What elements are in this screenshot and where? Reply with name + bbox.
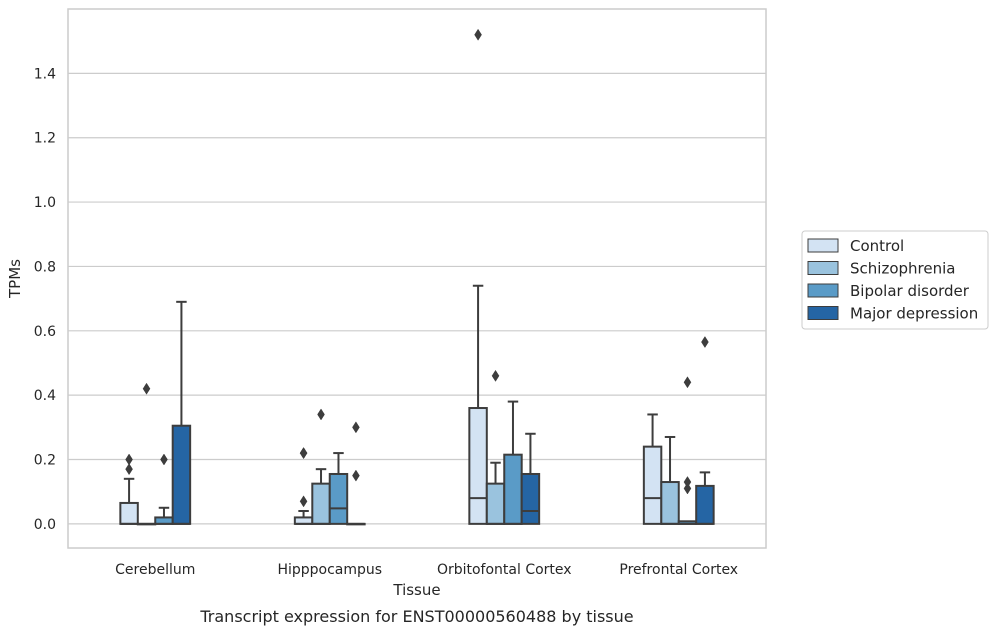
y-tick-label: 0.4 (34, 388, 56, 404)
y-tick-label: 1.0 (34, 195, 56, 211)
box-plot-item (520, 432, 541, 525)
box-plot-item (154, 453, 174, 525)
x-axis-ticks: Cerebellum Hipppocampus Orbitofontal Corte… (115, 562, 738, 578)
x-tick-label: Orbitofontal Cortex (437, 562, 572, 578)
box (468, 407, 488, 525)
box (311, 482, 331, 525)
legend-label: Control (850, 237, 904, 255)
outlier-marker (701, 336, 709, 349)
box-plot-item (346, 421, 366, 526)
outlier-marker (142, 382, 151, 395)
box (642, 445, 663, 525)
legend-frame (801, 230, 989, 330)
y-axis-label: TPMs (6, 259, 24, 299)
outlier-marker (160, 453, 168, 466)
box-plot-item (468, 28, 488, 525)
y-tick-label: 0.2 (34, 453, 56, 469)
legend-swatch (807, 306, 839, 320)
outlier-marker (474, 28, 482, 41)
outlier-marker (299, 447, 308, 460)
y-tick-label: 1.4 (34, 66, 56, 82)
box-plot-item (311, 408, 331, 525)
y-axis-ticks: 0.0 0.2 0.4 0.6 0.8 1.0 1.2 1.4 (34, 66, 56, 533)
y-tick-label: 0.0 (34, 517, 56, 533)
x-tick-label: Cerebellum (115, 562, 195, 578)
x-tick-label: Prefrontal Cortex (619, 562, 738, 578)
box (520, 472, 541, 525)
x-tick-label: Hipppocampus (277, 562, 382, 578)
box (328, 472, 349, 525)
box (660, 481, 680, 525)
box-plot-item (136, 382, 157, 526)
legend-label: Bipolar disorder (850, 282, 970, 300)
legend: Control Schizophrenia Bipolar disorder Majo… (801, 230, 989, 330)
box (695, 484, 715, 525)
y-tick-label: 0.6 (34, 324, 56, 340)
box (485, 482, 506, 525)
box-plot-item (503, 400, 523, 525)
outlier-marker (683, 376, 692, 389)
box-plot-item (119, 453, 139, 525)
outlier-marker (491, 369, 500, 382)
outlier-marker (352, 469, 360, 482)
legend-swatch (807, 283, 839, 298)
box-plot-item (642, 413, 663, 525)
box-plot-item (695, 336, 715, 525)
outlier-marker (352, 421, 360, 434)
y-tick-label: 1.2 (34, 131, 56, 147)
box-plot-area (119, 28, 715, 526)
outlier-marker (683, 482, 692, 495)
x-axis-label: Tissue (392, 581, 440, 599)
box (171, 424, 192, 525)
box (503, 453, 523, 525)
outlier-marker (683, 476, 692, 488)
box-plot-item (171, 300, 192, 525)
legend-swatch (807, 261, 839, 275)
legend-label: Schizophrenia (850, 260, 955, 278)
y-tick-label: 0.8 (34, 259, 56, 275)
plot-frame (67, 8, 767, 549)
box-plot-item (485, 369, 506, 525)
box-plot-item (328, 452, 349, 525)
legend-swatch (807, 238, 839, 253)
outlier-marker (125, 463, 133, 476)
outlier-marker (317, 408, 325, 421)
box-plot-item (677, 376, 698, 525)
box-plot-item (660, 435, 680, 525)
legend-label: Major depression (850, 305, 978, 323)
box (119, 501, 139, 525)
outlier-marker (299, 495, 308, 508)
figure-caption: Transcript expression for ENST0000056048… (199, 607, 633, 626)
outlier-marker (125, 453, 133, 466)
